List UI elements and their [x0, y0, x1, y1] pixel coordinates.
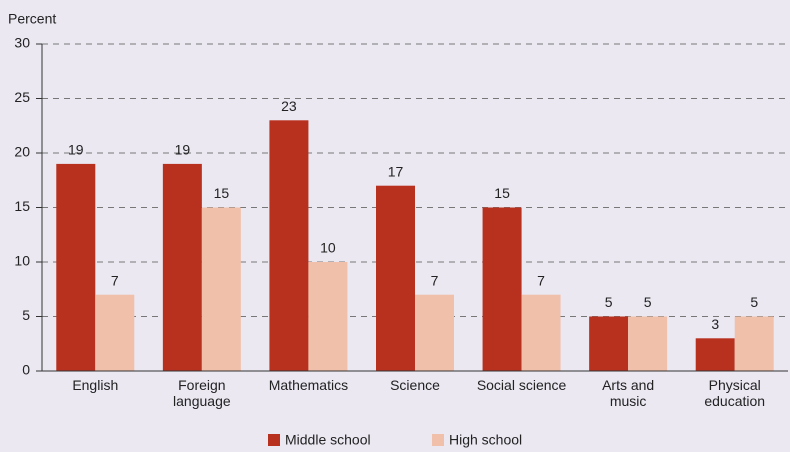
y-axis-label: Percent [8, 11, 56, 27]
value-label: 5 [644, 294, 652, 310]
bar [521, 294, 561, 371]
value-label: 10 [320, 240, 336, 256]
x-tick-label: Science [390, 377, 440, 393]
value-label: 7 [537, 272, 545, 288]
bar [695, 338, 735, 371]
x-tick-label: Foreign language [173, 377, 231, 409]
bar [376, 185, 415, 371]
bar [734, 316, 774, 371]
bar [482, 207, 522, 371]
y-tick-label: 5 [22, 307, 30, 323]
value-label: 3 [711, 316, 719, 332]
bar [201, 207, 241, 371]
y-tick-label: 25 [14, 89, 30, 105]
bar [628, 316, 668, 371]
y-tick-label: 0 [22, 362, 30, 378]
y-tick-label: 15 [14, 198, 30, 214]
value-label: 5 [750, 294, 758, 310]
y-tick-label: 20 [14, 144, 30, 160]
legend-swatch [432, 434, 444, 446]
value-label: 7 [111, 272, 119, 288]
y-tick-label: 10 [14, 253, 30, 269]
x-tick-label: Arts and music [602, 377, 655, 409]
bar [269, 120, 309, 371]
value-label: 15 [494, 185, 510, 201]
x-tick-label: English [72, 377, 119, 393]
bar [95, 294, 135, 371]
legend-label: High school [449, 432, 522, 448]
value-label: 17 [388, 163, 404, 179]
x-tick-label: Mathematics [268, 377, 349, 393]
bar [589, 316, 629, 371]
legend-label: Middle school [285, 432, 371, 448]
legend-swatch [268, 434, 280, 446]
bar [56, 163, 96, 371]
value-label: 7 [431, 272, 439, 288]
bar [308, 262, 348, 371]
value-label: 19 [175, 142, 191, 158]
value-label: 5 [605, 294, 613, 310]
value-label: 23 [281, 98, 297, 114]
value-label: 15 [214, 185, 230, 201]
y-tick-label: 30 [14, 35, 30, 51]
value-label: 19 [68, 142, 84, 158]
x-tick-label: Social science [476, 377, 567, 393]
bar [415, 294, 454, 371]
bar [162, 163, 202, 371]
x-tick-label: Physical education [704, 377, 766, 409]
